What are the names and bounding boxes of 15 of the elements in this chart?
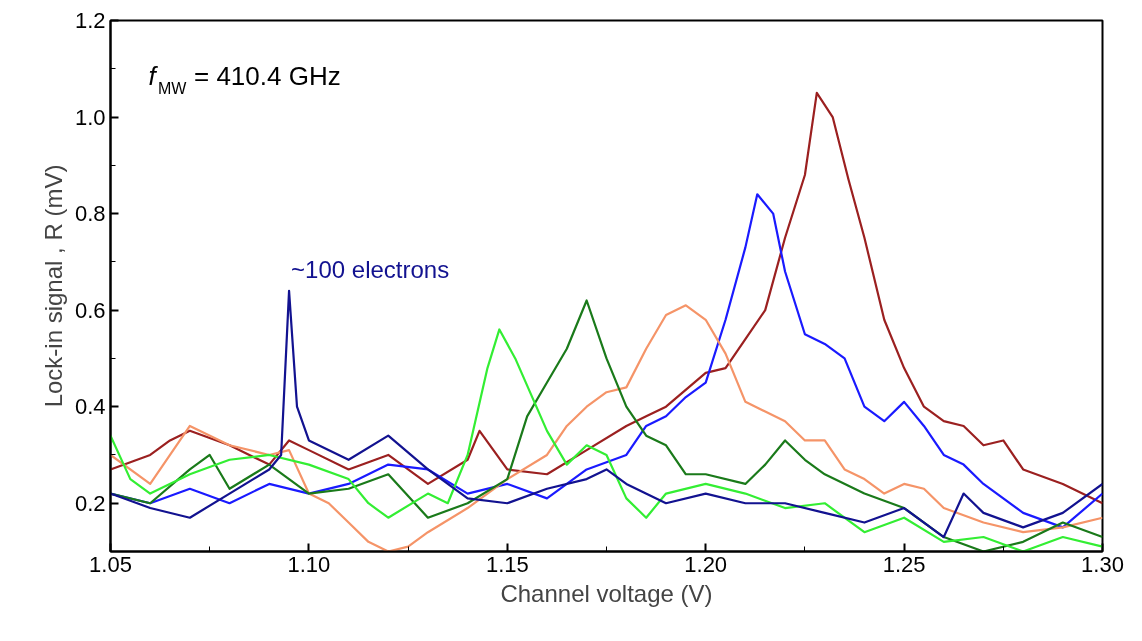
x-tick-label: 1.30 bbox=[1081, 551, 1124, 577]
y-tick-label: 0.2 bbox=[74, 490, 106, 516]
x-tick-label: 1.20 bbox=[684, 551, 728, 577]
y-axis-title: Lock-in signal , R (mV) bbox=[39, 164, 67, 408]
y-tick-label: 1.2 bbox=[74, 8, 106, 33]
y-tick-label: 0.8 bbox=[74, 201, 106, 227]
x-tick-label: 1.15 bbox=[485, 551, 529, 577]
x-tick-label: 1.05 bbox=[89, 551, 132, 577]
y-tick-label: 0.4 bbox=[74, 394, 106, 420]
x-tick-label: 1.25 bbox=[882, 551, 926, 577]
x-axis-title: Channel voltage (V) bbox=[500, 579, 713, 607]
annotation: ~100 electrons bbox=[291, 255, 450, 283]
y-tick-label: 0.6 bbox=[74, 297, 106, 323]
y-tick-label: 1.0 bbox=[74, 104, 106, 130]
x-tick-label: 1.10 bbox=[287, 551, 331, 577]
